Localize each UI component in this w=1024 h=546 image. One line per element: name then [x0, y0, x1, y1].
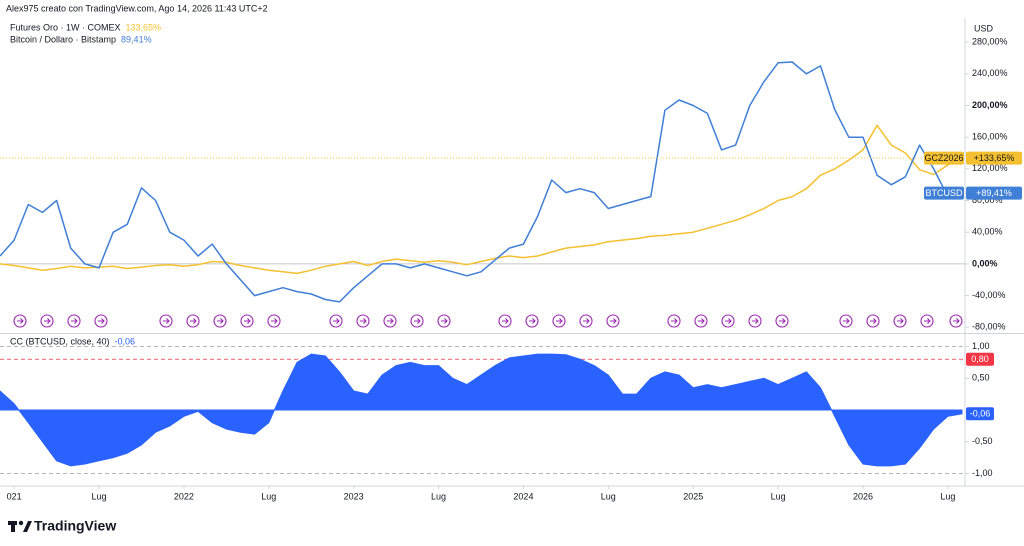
x-tick-label: Lug [601, 491, 616, 501]
logo: TradingView [8, 518, 116, 534]
y-tick-label: 280,00% [972, 37, 1008, 47]
x-tick-label: 2026 [853, 491, 873, 501]
event-arrow [271, 318, 278, 324]
event-arrow [725, 318, 732, 324]
x-tick-label: Lug [261, 491, 276, 501]
logo-icon [11, 521, 15, 532]
event-arrow [953, 318, 960, 324]
symbol-badge: GCZ2026 [924, 153, 963, 163]
event-arrow [44, 318, 51, 324]
event-arrow [843, 318, 850, 324]
event-arrow [414, 318, 421, 324]
event-arrow [217, 318, 224, 324]
x-tick-label: Lug [771, 491, 786, 501]
x-tick-label: 2023 [344, 491, 364, 501]
last-value-badge: -0,06 [970, 409, 991, 419]
x-tick-label: Lug [431, 491, 446, 501]
event-arrow [387, 318, 394, 324]
x-tick-label: 2025 [683, 491, 703, 501]
last-value-badge-bg [966, 407, 994, 421]
legend-name: Futures Oro · 1W · COMEX [10, 22, 121, 32]
event-arrow [71, 318, 78, 324]
y-tick-label: 240,00% [972, 68, 1008, 78]
symbol-badge: BTCUSD [925, 188, 963, 198]
event-arrow [779, 318, 786, 324]
last-value-badge-bg [966, 186, 1022, 200]
last-value-badge: +89,41% [976, 188, 1012, 198]
x-tick-label: 2024 [513, 491, 533, 501]
y-tick-label: 0,00% [972, 258, 998, 268]
x-tick-label: Lug [92, 491, 107, 501]
y-tick-label: 40,00% [972, 227, 1003, 237]
y-tick-label: -1,00 [972, 468, 993, 478]
event-arrow [190, 318, 197, 324]
event-arrow [163, 318, 170, 324]
y-tick-label: 0,50 [972, 373, 990, 383]
event-arrow [870, 318, 877, 324]
event-arrow [610, 318, 617, 324]
event-arrow [441, 318, 448, 324]
event-arrow [897, 318, 904, 324]
attribution: Alex975 creato con TradingView.com, Ago … [6, 3, 268, 13]
level-badge: 0,80 [971, 354, 989, 364]
event-arrow [698, 318, 705, 324]
event-arrow [752, 318, 759, 324]
series-line [0, 61, 963, 303]
logo-text: TradingView [34, 518, 116, 534]
event-arrow [17, 318, 24, 324]
x-tick-label: Lug [940, 491, 955, 501]
y-tick-label: 80,00% [972, 195, 1003, 205]
event-arrow [98, 318, 105, 324]
indicator-value: -0,06 [115, 336, 136, 346]
event-arrow [244, 318, 251, 324]
x-tick-label: 2022 [174, 491, 194, 501]
event-arrow [583, 318, 590, 324]
y-tick-label: 1,00 [972, 341, 990, 351]
logo-icon [23, 521, 32, 532]
y-tick-label: -40,00% [972, 290, 1006, 300]
plot [0, 61, 963, 303]
event-arrow [924, 318, 931, 324]
symbol-badge-bg [924, 186, 964, 200]
legend-value: 133,65% [126, 22, 162, 32]
last-value-badge: +133,65% [974, 153, 1015, 163]
logo-icon [18, 520, 24, 526]
last-value-badge-bg [966, 151, 1022, 165]
plot [0, 353, 963, 467]
event-arrow [556, 318, 563, 324]
x-tick-label: 021 [7, 491, 22, 501]
axis-unit: USD [974, 23, 994, 33]
y-tick-label: 200,00% [972, 100, 1008, 110]
level-badge-bg [966, 352, 994, 366]
y-tick-label: -80,00% [972, 322, 1006, 332]
legend-value: 89,41% [121, 34, 152, 44]
indicator-title: CC (BTCUSD, close, 40) [10, 336, 110, 346]
legend-name: Bitcoin / Dollaro · Bitstamp [10, 34, 116, 44]
event-arrow [502, 318, 509, 324]
event-arrow [529, 318, 536, 324]
area [0, 353, 963, 467]
event-arrow [333, 318, 340, 324]
y-tick-label: 120,00% [972, 163, 1008, 173]
events-row [13, 314, 963, 328]
event-arrow [671, 318, 678, 324]
event-arrow [360, 318, 367, 324]
series-line [0, 124, 963, 275]
y-tick-label: -0,50 [972, 436, 993, 446]
symbol-badge-bg [924, 151, 964, 165]
y-tick-label: 160,00% [972, 132, 1008, 142]
